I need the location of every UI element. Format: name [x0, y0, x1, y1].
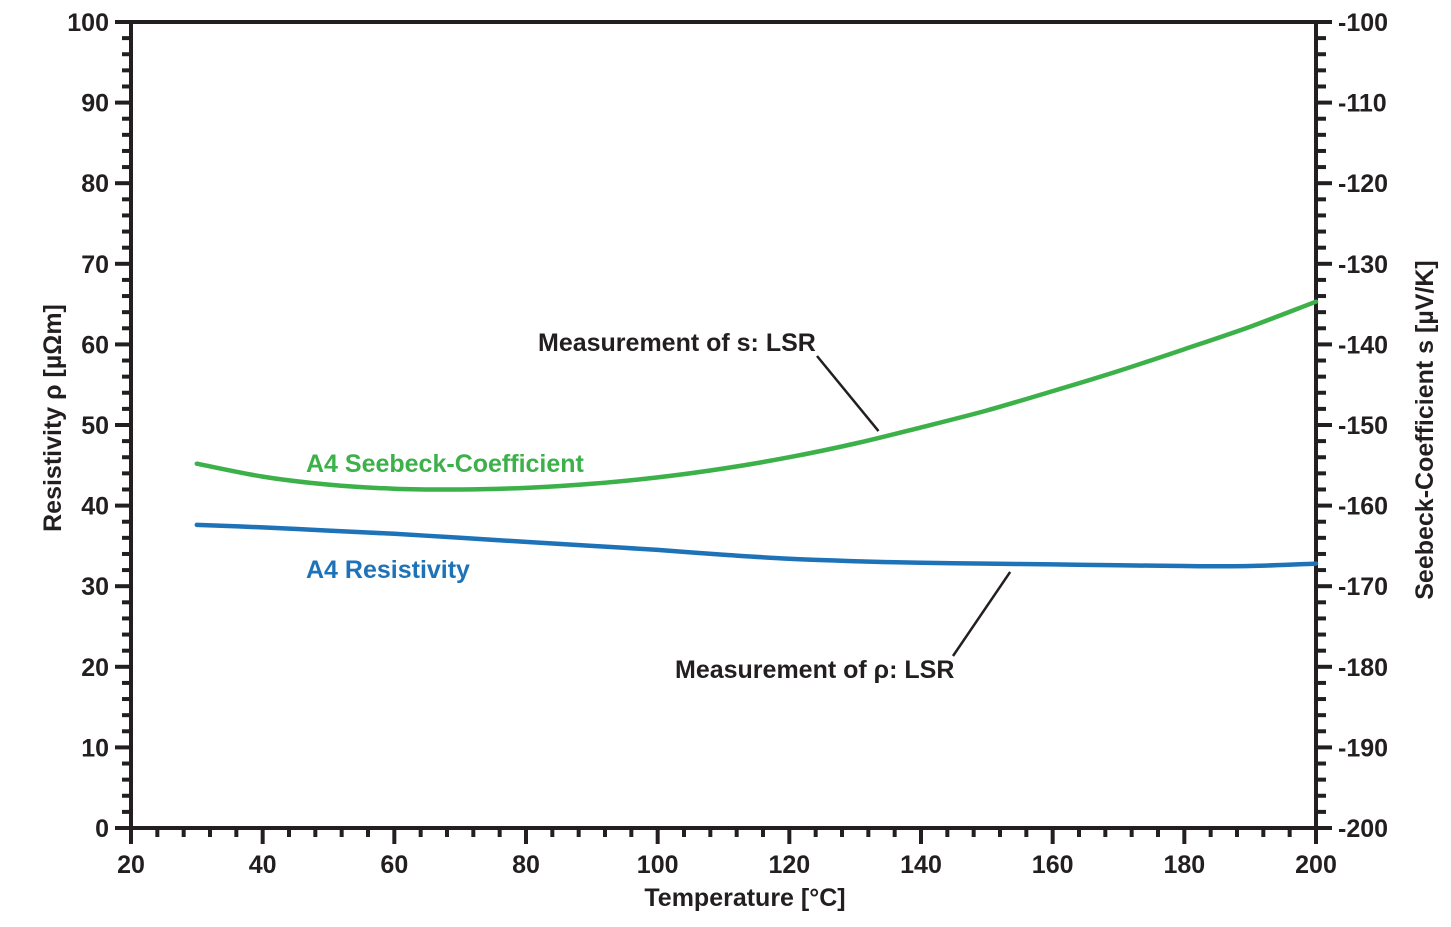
x-tick-label: 40 — [249, 851, 277, 879]
y2-tick-label: -150 — [1338, 412, 1388, 440]
series-label-seebeck: A4 Seebeck-Coefficient — [306, 450, 585, 478]
y-tick-label: 20 — [81, 654, 109, 682]
y-tick-label: 80 — [81, 170, 109, 198]
plot-frame — [129, 20, 1318, 830]
series-line-seebeck — [194, 299, 1319, 492]
x-tick-label: 120 — [768, 851, 810, 879]
series-group — [194, 299, 1319, 569]
annotations — [816, 355, 1012, 657]
y2-tick-label: -180 — [1338, 654, 1388, 682]
y2-tick-label: -160 — [1338, 493, 1388, 521]
y-tick-label: 40 — [81, 493, 109, 521]
y-tick-label: 90 — [81, 90, 109, 118]
y-tick-label: 70 — [81, 251, 109, 279]
y-tick-label: 10 — [81, 734, 109, 762]
y2-axis-title: Seebeck-Coefficient s [µV/K] — [1411, 260, 1439, 600]
series-line-resistivity — [194, 522, 1319, 569]
x-tick-label: 60 — [380, 851, 408, 879]
x-tick-label: 180 — [1163, 851, 1205, 879]
x-axis-title: Temperature [°C] — [644, 884, 845, 912]
x-tick-label: 160 — [1032, 851, 1074, 879]
y2-tick-label: -200 — [1338, 815, 1388, 843]
y2-tick-label: -120 — [1338, 170, 1388, 198]
series-label-resistivity: A4 Resistivity — [306, 556, 470, 584]
annotation-seebeck: Measurement of s: LSR — [538, 329, 816, 357]
y2-tick-label: -100 — [1338, 9, 1388, 37]
y-tick-label: 60 — [81, 331, 109, 359]
y-tick-label: 30 — [81, 573, 109, 601]
y2-tick-label: -190 — [1338, 734, 1388, 762]
y2-tick-label: -130 — [1338, 251, 1388, 279]
y-axis-title: Resistivity ρ [µΩm] — [39, 304, 67, 532]
y-tick-label: 50 — [81, 412, 109, 440]
x-tick-label: 80 — [512, 851, 540, 879]
x-tick-label: 20 — [117, 851, 145, 879]
y2-tick-label: -170 — [1338, 573, 1388, 601]
x-tick-label: 100 — [637, 851, 679, 879]
x-tick-label: 200 — [1295, 851, 1337, 879]
y2-tick-label: -110 — [1338, 90, 1387, 118]
y-tick-label: 100 — [67, 9, 109, 37]
annotation-leader-seebeck — [816, 355, 880, 432]
y2-tick-label: -140 — [1338, 331, 1388, 359]
annotation-resistivity: Measurement of ρ: LSR — [675, 656, 954, 684]
y-tick-label: 0 — [95, 815, 109, 843]
annotation-leader-resistivity — [951, 571, 1012, 657]
ticks: 20 40 60 80 100 120 140 160 180 200 0 10 20 30 40 50 60 7… — [67, 9, 1388, 879]
x-tick-label: 140 — [900, 851, 942, 879]
axes — [129, 20, 1318, 830]
